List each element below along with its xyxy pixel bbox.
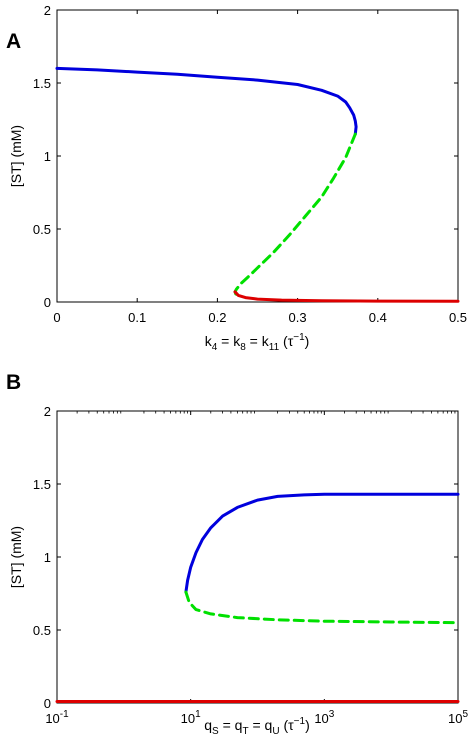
panel-b-ticks: 10-1 101 103 105 0 0.5 1 1.5 2 bbox=[33, 404, 469, 726]
panel-a-xtick-label: 0 bbox=[53, 310, 60, 325]
panel-b-xtick-label: 10-1 bbox=[45, 709, 69, 726]
panel-letter-a: A bbox=[6, 30, 21, 53]
panel-a-ticks: 0 0.1 0.2 0.3 0.4 0.5 0 0.5 1 1.5 2 bbox=[33, 3, 467, 325]
panel-b-xtick-label: 105 bbox=[448, 709, 468, 726]
panel-a-stable-lower-branch-line bbox=[233, 290, 460, 303]
panel-b-stable-upper-branch-line bbox=[184, 492, 460, 594]
panel-a-ytick-label: 1 bbox=[44, 149, 51, 164]
panel-b-ytick-label: 1.5 bbox=[33, 477, 51, 492]
panel-a-xtick-label: 0.4 bbox=[369, 310, 387, 325]
panel-a-ytick-label: 0.5 bbox=[33, 222, 51, 237]
panel-b-unstable-branch-line bbox=[184, 590, 460, 625]
panel-letter-b: B bbox=[6, 371, 21, 394]
panel-b-xtick-label: 103 bbox=[314, 709, 334, 726]
panel-b-lines bbox=[55, 492, 460, 703]
panel-a-plot-frame bbox=[56, 9, 459, 303]
panel-a-xtick-label: 0.1 bbox=[128, 310, 146, 325]
panel-a-stable-upper-branch-line bbox=[55, 66, 358, 136]
panel-a-xlabel: k4 = k8 = k11 (τ−1) bbox=[205, 332, 310, 353]
panel-b-ytick-label: 2 bbox=[44, 404, 51, 419]
panel-b: B 10-1 101 103 105 0 0.5 1 1.5 2 [ST] (mM) qS = … bbox=[6, 371, 468, 737]
panel-b-ylabel: [ST] (mM) bbox=[8, 526, 24, 588]
panel-b-ytick-label: 0 bbox=[44, 696, 51, 711]
panel-a: A 0 0.1 0.2 0.3 0.4 0.5 0 0.5 1 1.5 2 [ST] (mM) k4… bbox=[6, 3, 467, 353]
panel-b-xlabel: qS = qT = qU (τ−1) bbox=[204, 716, 309, 737]
panel-b-plot-frame bbox=[56, 410, 459, 704]
panel-a-ytick-label: 2 bbox=[44, 3, 51, 18]
panel-a-ytick-label: 1.5 bbox=[33, 76, 51, 91]
panel-a-ytick-label: 0 bbox=[44, 295, 51, 310]
panel-b-xtick-label: 101 bbox=[181, 709, 201, 726]
panel-a-ylabel: [ST] (mM) bbox=[8, 125, 24, 187]
panel-a-xtick-label: 0.3 bbox=[289, 310, 307, 325]
panel-a-lines bbox=[55, 66, 460, 303]
panel-b-ytick-label: 1 bbox=[44, 550, 51, 565]
panel-b-ytick-label: 0.5 bbox=[33, 623, 51, 638]
panel-a-unstable-branch-line bbox=[233, 132, 357, 297]
panel-a-xtick-label: 0.5 bbox=[449, 310, 467, 325]
panel-a-xtick-label: 0.2 bbox=[208, 310, 226, 325]
